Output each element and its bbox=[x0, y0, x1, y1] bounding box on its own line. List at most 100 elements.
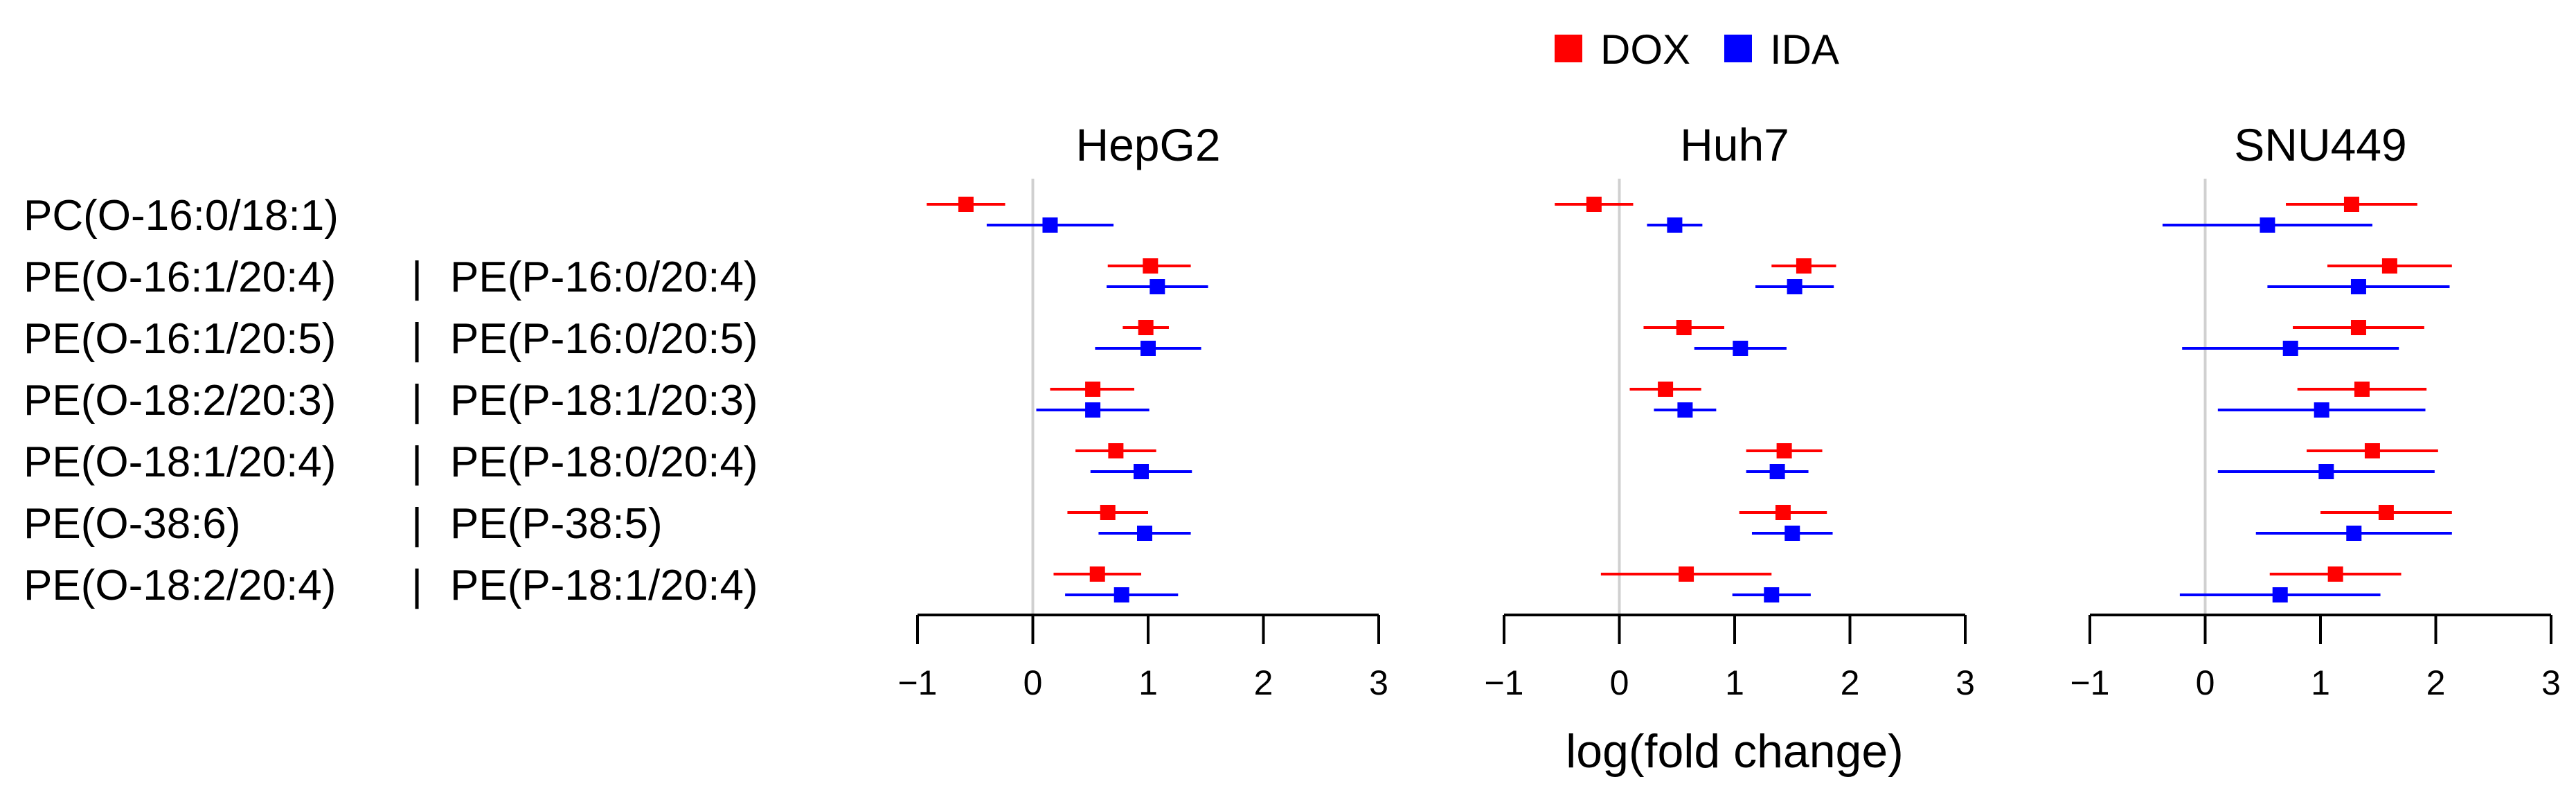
tick-label: 2 bbox=[1254, 663, 1273, 702]
row-label: PE(O-16:1/20:5) | PE(P-16:0/20:5) bbox=[24, 315, 758, 363]
point-estimate bbox=[2350, 320, 2366, 335]
row-label: PE(O-18:1/20:4) | PE(P-18:0/20:4) bbox=[24, 438, 758, 486]
point-estimate bbox=[2381, 258, 2397, 274]
point-estimate bbox=[1764, 587, 1780, 602]
point-estimate bbox=[1667, 217, 1683, 233]
point-estimate bbox=[1796, 258, 1812, 274]
row-label-left: PE(O-38:6) bbox=[24, 500, 241, 548]
legend-label: IDA bbox=[1770, 26, 1839, 73]
row-label-right: PE(P-16:0/20:4) bbox=[450, 253, 758, 301]
series-dox bbox=[927, 197, 1191, 582]
point-estimate bbox=[1138, 320, 1154, 335]
point-estimate bbox=[1776, 443, 1792, 458]
x-axis: −1 0 1 2 3 bbox=[897, 614, 1388, 702]
point-estimate bbox=[2282, 341, 2298, 356]
point-estimate bbox=[1143, 258, 1159, 274]
row-label-right: PE(P-18:0/20:4) bbox=[450, 438, 758, 486]
tick-label: 1 bbox=[1138, 663, 1158, 702]
panel-snu449: SNU449 −1 0 1 2 3 bbox=[2070, 119, 2560, 702]
row-label-separator: | bbox=[411, 500, 422, 548]
panel-title: SNU449 bbox=[2234, 119, 2406, 170]
point-estimate bbox=[2314, 402, 2329, 418]
row-label-separator: | bbox=[411, 377, 422, 425]
point-estimate bbox=[2327, 566, 2343, 582]
point-estimate bbox=[958, 197, 974, 212]
legend-item-dox: DOX bbox=[1555, 26, 1690, 73]
tick-label: 0 bbox=[2196, 663, 2215, 702]
point-estimate bbox=[1150, 279, 1165, 294]
tick-label: −1 bbox=[1484, 663, 1523, 702]
row-label-right: PE(P-16:0/20:5) bbox=[450, 315, 758, 363]
row-label-separator: | bbox=[411, 253, 422, 301]
point-estimate bbox=[2354, 382, 2370, 397]
point-estimate bbox=[2350, 279, 2366, 294]
tick-label: 1 bbox=[2311, 663, 2330, 702]
point-estimate bbox=[2318, 464, 2334, 479]
panel-hepg2: HepG2 −1 0 1 2 3 bbox=[897, 119, 1388, 702]
point-estimate bbox=[1089, 566, 1105, 582]
series-ida bbox=[986, 217, 1208, 602]
point-estimate bbox=[1085, 382, 1101, 397]
panels: HepG2 −1 0 1 2 3 Huh7 −1 0 1 2 3 SNU449 −1 0 1 2 3 bbox=[897, 119, 2560, 702]
point-estimate bbox=[1733, 341, 1748, 356]
row-label: PC(O-16:0/18:1) bbox=[24, 192, 339, 240]
point-estimate bbox=[1787, 279, 1803, 294]
tick-label: 0 bbox=[1610, 663, 1629, 702]
point-estimate bbox=[1679, 566, 1694, 582]
row-label-right: PE(P-18:1/20:4) bbox=[450, 562, 758, 609]
legend-swatch bbox=[1555, 35, 1582, 62]
point-estimate bbox=[1100, 505, 1116, 520]
point-estimate bbox=[1677, 402, 1693, 418]
row-label-left: PE(O-18:1/20:4) bbox=[24, 438, 336, 486]
point-estimate bbox=[1769, 464, 1785, 479]
point-estimate bbox=[1586, 197, 1602, 212]
point-estimate bbox=[2343, 197, 2359, 212]
row-label-left: PE(O-18:2/20:3) bbox=[24, 377, 336, 425]
point-estimate bbox=[1042, 217, 1058, 233]
row-label-left: PE(O-16:1/20:4) bbox=[24, 253, 336, 301]
series-dox bbox=[1555, 197, 1836, 582]
point-estimate bbox=[2378, 505, 2394, 520]
tick-label: 2 bbox=[2426, 663, 2446, 702]
tick-label: 3 bbox=[1956, 663, 1975, 702]
x-axis-label: log(fold change) bbox=[1566, 725, 1904, 778]
row-label: PE(O-18:2/20:3) | PE(P-18:1/20:3) bbox=[24, 377, 758, 425]
point-estimate bbox=[1085, 402, 1101, 418]
panel-huh7: Huh7 −1 0 1 2 3 bbox=[1484, 119, 1974, 702]
point-estimate bbox=[1658, 382, 1674, 397]
point-estimate bbox=[1141, 341, 1156, 356]
panel-title: Huh7 bbox=[1680, 119, 1789, 170]
tick-label: −1 bbox=[2070, 663, 2109, 702]
row-label-right: PE(P-38:5) bbox=[450, 500, 663, 548]
legend-swatch bbox=[1724, 35, 1752, 62]
row-label: PE(O-18:2/20:4) | PE(P-18:1/20:4) bbox=[24, 562, 758, 609]
legend-label: DOX bbox=[1600, 26, 1690, 73]
tick-label: 2 bbox=[1841, 663, 1860, 702]
row-label-separator: | bbox=[411, 438, 422, 486]
point-estimate bbox=[1785, 526, 1800, 541]
tick-label: 3 bbox=[2541, 663, 2561, 702]
row-label-left: PE(O-18:2/20:4) bbox=[24, 562, 336, 609]
x-axis: −1 0 1 2 3 bbox=[1484, 614, 1975, 702]
series-ida bbox=[2162, 217, 2452, 602]
row-label-right: PE(P-18:1/20:3) bbox=[450, 377, 758, 425]
row-labels: PC(O-16:0/18:1) PE(O-16:1/20:4) | PE(P-16:0… bbox=[24, 192, 758, 609]
point-estimate bbox=[2364, 443, 2380, 458]
tick-label: 3 bbox=[1369, 663, 1388, 702]
point-estimate bbox=[1137, 526, 1153, 541]
tick-label: −1 bbox=[897, 663, 937, 702]
point-estimate bbox=[2260, 217, 2275, 233]
panel-title: HepG2 bbox=[1075, 119, 1220, 170]
x-axis: −1 0 1 2 3 bbox=[2070, 614, 2561, 702]
point-estimate bbox=[2272, 587, 2288, 602]
series-dox bbox=[2269, 197, 2452, 582]
row-label-left: PE(O-16:1/20:5) bbox=[24, 315, 336, 363]
tick-label: 1 bbox=[1725, 663, 1744, 702]
point-estimate bbox=[1108, 443, 1124, 458]
point-estimate bbox=[1775, 505, 1791, 520]
point-estimate bbox=[2346, 526, 2362, 541]
legend-item-ida: IDA bbox=[1724, 26, 1839, 73]
row-label-separator: | bbox=[411, 562, 422, 609]
row-label-left: PC(O-16:0/18:1) bbox=[24, 192, 339, 240]
